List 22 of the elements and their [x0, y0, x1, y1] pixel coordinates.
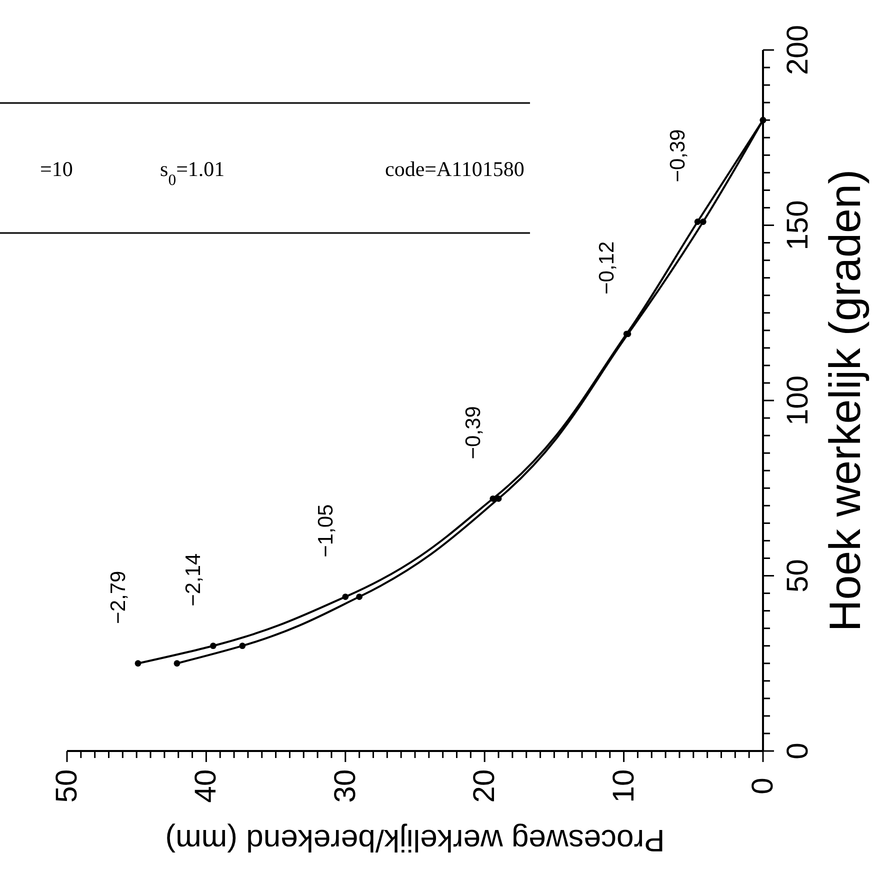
- x-tick-label: 30: [328, 769, 362, 803]
- annotation: −2,79: [106, 570, 130, 624]
- y-tick-label: 50: [782, 559, 814, 592]
- annotation: s$_{0}$=1.01: [160, 157, 225, 188]
- annotation: −2,14: [182, 552, 205, 606]
- y-tick-label: 200: [782, 24, 814, 76]
- annotation: =10: [40, 157, 73, 181]
- annotation: −0,12: [595, 241, 618, 294]
- annotation: code=A1101580: [385, 157, 524, 181]
- annotation: −0,39: [461, 406, 484, 460]
- annotation: −0,39: [666, 129, 690, 182]
- x-tick-label: 10: [607, 769, 640, 803]
- x-tick-label: 40: [190, 769, 223, 803]
- annotation: −1,05: [314, 504, 337, 558]
- x-tick-label: 0: [746, 778, 780, 794]
- y-tick-label: 100: [782, 375, 814, 426]
- x-tick-label: 20: [468, 769, 502, 803]
- y-axis-title: Hoek werkelijk (graden): [820, 169, 870, 632]
- x-axis-title: Procesweg werkelijk/berekend (mm): [165, 824, 665, 858]
- y-tick-label: 150: [782, 200, 814, 250]
- y-tick-label: 0: [782, 742, 814, 760]
- x-tick-label: 50: [50, 769, 84, 803]
